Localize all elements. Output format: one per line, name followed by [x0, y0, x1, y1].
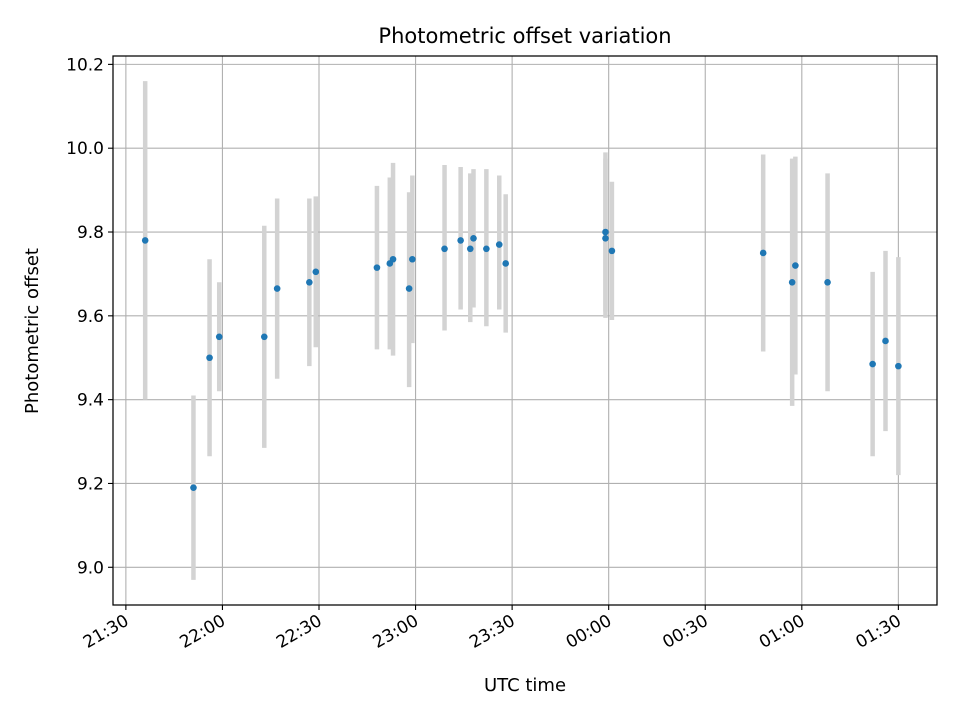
y-tick-label: 10.0: [66, 139, 104, 159]
y-axis-title: Photometric offset: [22, 248, 43, 414]
chart-title: Photometric offset variation: [378, 24, 671, 48]
data-point: [602, 228, 609, 236]
data-point: [869, 360, 876, 368]
plot-area: [113, 56, 937, 605]
data-point: [409, 255, 416, 263]
data-point: [389, 255, 397, 263]
data-point: [260, 333, 268, 341]
data-point: [882, 337, 889, 345]
y-tick-label: 9.0: [77, 558, 104, 578]
x-axis-title: UTC time: [484, 675, 566, 696]
data-point: [373, 264, 381, 271]
data-point: [470, 235, 477, 242]
data-point: [895, 362, 902, 370]
data-point: [602, 235, 609, 242]
data-point: [824, 279, 831, 286]
data-points: [141, 228, 902, 491]
data-point: [141, 237, 149, 244]
data-point: [405, 285, 413, 292]
data-point: [788, 279, 796, 286]
data-point: [206, 354, 213, 362]
data-point: [215, 333, 223, 341]
data-point: [441, 245, 448, 253]
data-point: [483, 245, 490, 253]
data-point: [495, 241, 503, 248]
y-tick-label: 9.6: [77, 307, 104, 327]
y-tick-label: 9.2: [77, 474, 104, 494]
data-point: [608, 247, 616, 255]
data-point: [457, 237, 464, 244]
data-point: [759, 249, 767, 257]
data-point: [466, 245, 474, 253]
data-point: [312, 268, 320, 276]
data-point: [190, 484, 197, 491]
data-point: [273, 285, 281, 292]
y-tick-label: 9.4: [77, 391, 104, 411]
y-tick-label: 9.8: [77, 223, 104, 243]
plot-frame: [112, 55, 938, 606]
data-point: [306, 279, 313, 286]
y-tick-label: 10.2: [66, 55, 104, 75]
grid-lines: [113, 56, 937, 605]
data-point: [792, 262, 799, 269]
data-point: [502, 260, 509, 267]
